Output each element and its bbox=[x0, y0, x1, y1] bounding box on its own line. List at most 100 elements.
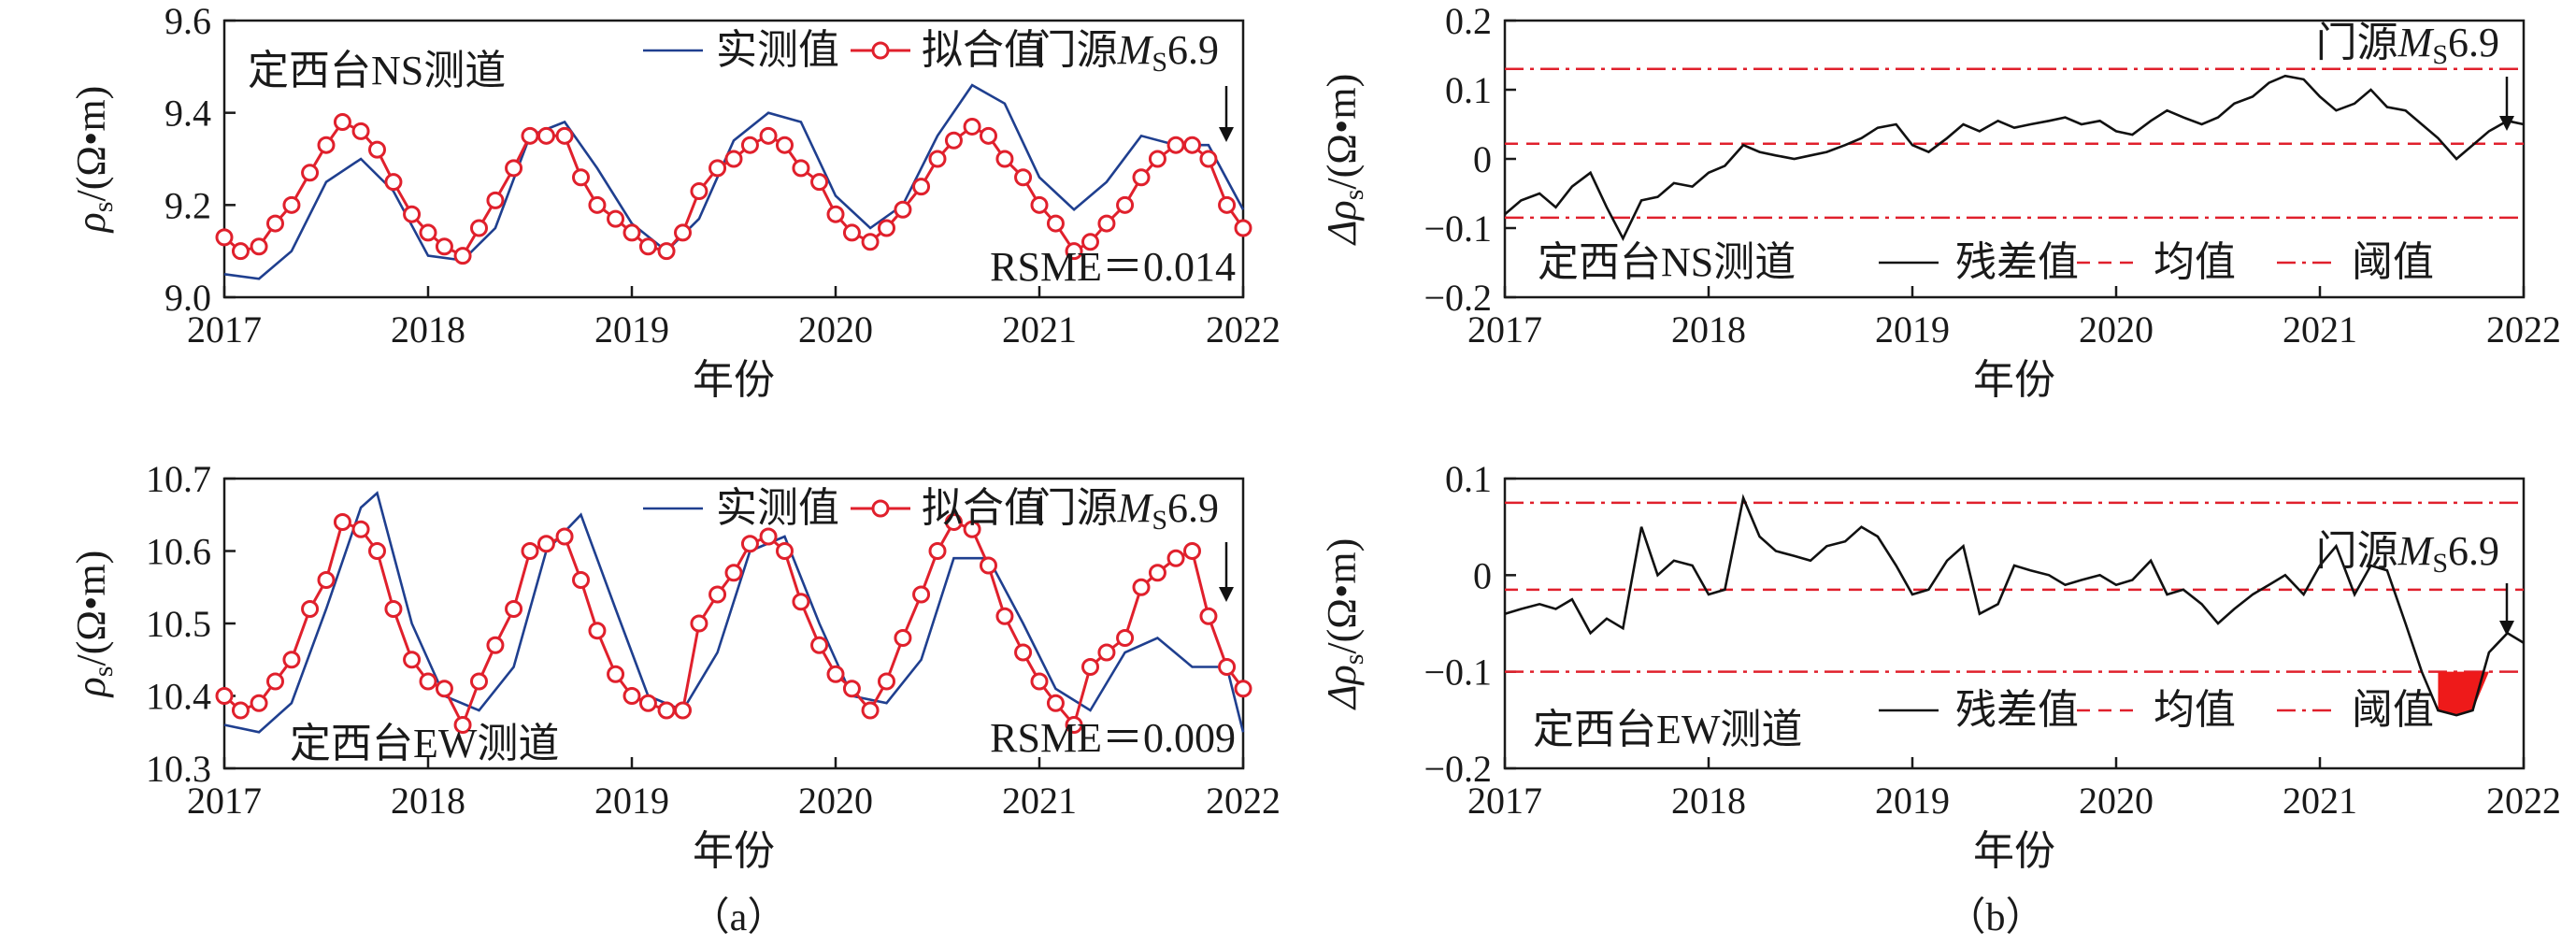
x-tick-label: 2020 bbox=[2079, 780, 2154, 822]
data-point bbox=[724, 564, 743, 582]
data-point bbox=[826, 665, 845, 683]
y-tick-label: 0 bbox=[1473, 138, 1492, 180]
data-point bbox=[928, 542, 947, 560]
data-point bbox=[792, 159, 810, 178]
legend: 残差值 均值 阈值 bbox=[1879, 239, 2434, 285]
data-point bbox=[1030, 672, 1049, 691]
data-point bbox=[980, 126, 997, 145]
data-point bbox=[301, 164, 320, 182]
legend: 实测值 拟合值 bbox=[643, 485, 1045, 531]
panel-title: 定西台EW测道 bbox=[1533, 707, 1802, 752]
data-point bbox=[537, 535, 555, 553]
legend-mean-label: 均值 bbox=[2154, 239, 2236, 285]
x-axis-title: 年份 bbox=[693, 828, 775, 874]
panel-title: 定西台NS测道 bbox=[1538, 239, 1796, 285]
legend-residual-label: 残差值 bbox=[1955, 239, 2079, 285]
data-point bbox=[878, 672, 895, 691]
y-tick-label: 0.2 bbox=[1445, 0, 1492, 42]
y-tick-label: 9.6 bbox=[165, 0, 211, 42]
data-point bbox=[486, 636, 505, 654]
legend-threshold-label: 阈值 bbox=[2352, 239, 2434, 285]
legend-fitted-label: 拟合值 bbox=[922, 485, 1045, 531]
y-axis-title: ρs/(Ω•m) bbox=[68, 551, 119, 699]
data-point bbox=[724, 150, 743, 168]
data-point bbox=[1166, 136, 1185, 154]
data-point bbox=[759, 527, 778, 546]
rsme-label: RSME＝0.014 bbox=[990, 244, 1236, 290]
data-point bbox=[521, 542, 539, 560]
data-point bbox=[333, 513, 351, 531]
data-point bbox=[250, 694, 268, 712]
y-tick-label: 9.4 bbox=[165, 93, 211, 135]
data-point bbox=[674, 223, 692, 242]
earthquake-arrow-head bbox=[1219, 127, 1234, 142]
legend-threshold-label: 阈值 bbox=[2352, 687, 2434, 733]
y-tick-label: 10.7 bbox=[146, 458, 211, 500]
data-point bbox=[351, 520, 370, 538]
y-axis-title: Δρs/(Ω•m) bbox=[1319, 74, 1369, 247]
data-point bbox=[638, 237, 657, 256]
data-point bbox=[912, 178, 931, 196]
series-line-实测值 bbox=[223, 491, 1245, 734]
data-point bbox=[1218, 195, 1237, 214]
data-point bbox=[1116, 195, 1135, 214]
data-point bbox=[572, 571, 590, 589]
data-point bbox=[894, 200, 912, 219]
panel-title: 定西台NS测道 bbox=[248, 48, 506, 93]
data-point bbox=[1097, 214, 1116, 233]
data-point bbox=[435, 680, 453, 698]
data-point bbox=[776, 136, 794, 154]
data-point bbox=[1030, 195, 1049, 214]
legend-mean-label: 均值 bbox=[2154, 687, 2236, 733]
data-point bbox=[759, 126, 778, 145]
x-tick-label: 2019 bbox=[1875, 780, 1950, 822]
x-tick-label: 2018 bbox=[1671, 308, 1746, 351]
x-tick-label: 2021 bbox=[1002, 308, 1077, 351]
x-tick-label: 2022 bbox=[1206, 780, 1281, 822]
data-point bbox=[878, 219, 895, 237]
data-point bbox=[826, 205, 845, 223]
earthquake-label: 门源MS6.9 bbox=[1036, 485, 1219, 536]
data-point bbox=[505, 600, 523, 618]
y-tick-label: 10.5 bbox=[146, 603, 211, 645]
data-point bbox=[317, 136, 336, 154]
x-tick-label: 2019 bbox=[1875, 308, 1950, 351]
x-tick-label: 2022 bbox=[1206, 308, 1281, 351]
data-point bbox=[944, 513, 963, 531]
data-point bbox=[282, 651, 301, 669]
data-point bbox=[623, 223, 641, 242]
y-tick-label: −0.2 bbox=[1424, 277, 1492, 319]
data-point bbox=[1234, 219, 1252, 237]
y-axis-title: ρs/(Ω•m) bbox=[68, 86, 119, 235]
panel-b1: −0.2 −0.1 0 0.1 0.2 2017 2018 2019 2020 2021 2022 年… bbox=[1319, 0, 2561, 403]
data-point bbox=[995, 607, 1014, 625]
data-point bbox=[740, 535, 759, 553]
data-point bbox=[638, 694, 657, 712]
x-tick-label: 2019 bbox=[594, 780, 669, 822]
data-point bbox=[419, 672, 437, 691]
x-tick-label: 2021 bbox=[2283, 780, 2357, 822]
earthquake-arrow-head bbox=[2499, 116, 2514, 131]
data-point bbox=[1132, 168, 1151, 187]
earthquake-annotation: 门源MS6.9 bbox=[2316, 20, 2514, 131]
data-point bbox=[810, 636, 829, 654]
data-point bbox=[1014, 643, 1033, 662]
data-point bbox=[317, 571, 336, 589]
x-tick-label: 2018 bbox=[391, 780, 465, 822]
data-point bbox=[1199, 150, 1218, 168]
x-axis-title: 年份 bbox=[1973, 357, 2055, 403]
x-tick-label: 2020 bbox=[798, 308, 873, 351]
panels: 9.0 9.2 9.4 9.6 2017 2018 2019 2020 2021 2022 年份 ρs… bbox=[68, 0, 2561, 874]
x-tick-label: 2020 bbox=[798, 780, 873, 822]
data-point bbox=[740, 136, 759, 154]
data-point bbox=[792, 593, 810, 611]
data-point bbox=[657, 701, 676, 720]
y-axis-title: Δρs/(Ω•m) bbox=[1319, 538, 1369, 711]
y-tick-label: −0.2 bbox=[1424, 748, 1492, 790]
data-point bbox=[708, 159, 727, 178]
legend-measured-label: 实测值 bbox=[716, 485, 839, 531]
x-tick-label: 2022 bbox=[2486, 308, 2561, 351]
data-point bbox=[1183, 542, 1201, 560]
series-line-残差值 bbox=[1504, 74, 2525, 241]
